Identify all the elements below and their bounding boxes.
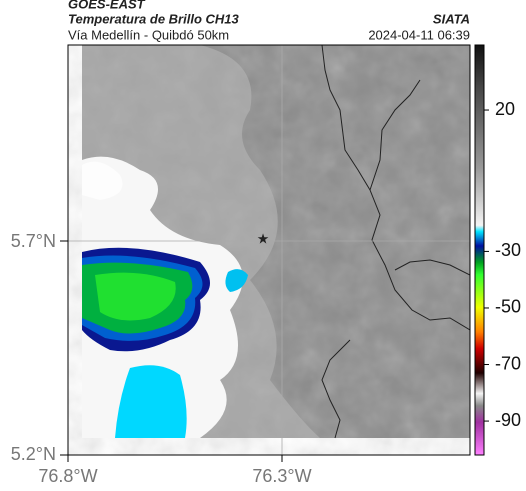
colorbar-tick-label: -30 [495, 240, 521, 260]
colorbar-tick-label: -70 [495, 353, 521, 373]
colorbar-ticks: 20 -30 -50 -70 -90 [484, 99, 521, 430]
svg-text:★: ★ [257, 231, 270, 247]
lon-label: 76.3°W [252, 466, 311, 486]
source: SIATA [433, 11, 470, 26]
title: GOES-EAST [68, 0, 146, 11]
lon-label: 76.8°W [38, 466, 97, 486]
timestamp: 2024-04-11 06:39 [368, 27, 470, 42]
colorbar [474, 44, 485, 456]
satellite-image: ★ [68, 45, 470, 455]
colorbar-tick-label: 20 [495, 99, 515, 119]
lat-label: 5.2°N [11, 444, 56, 464]
lat-label: 5.7°N [11, 231, 56, 251]
subtitle: Temperatura de Brillo CH13 [68, 11, 240, 26]
map-frame [67, 44, 471, 456]
location: Vía Medellín - Quibdó 50km [68, 27, 229, 42]
colorbar-tick-label: -50 [495, 297, 521, 317]
colorbar-tick-label: -90 [495, 410, 521, 430]
